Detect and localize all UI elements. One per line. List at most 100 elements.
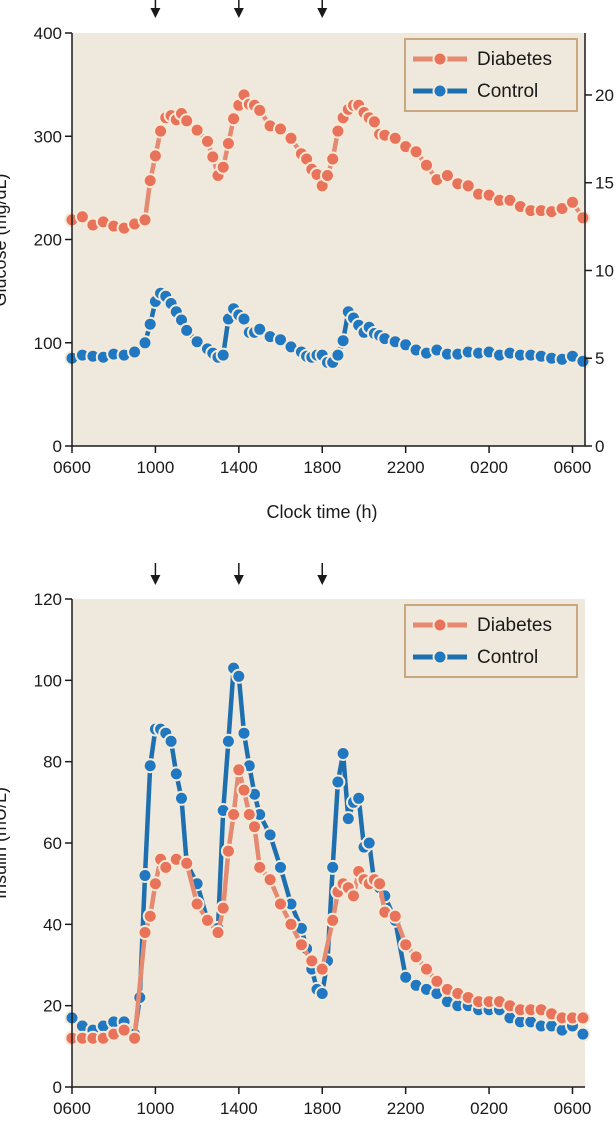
glucose-y-axis-title: Glucose (mg/dL): [0, 173, 10, 306]
glucose-diabetes-point: [205, 149, 221, 165]
glucose-series-control: [64, 285, 591, 370]
glucose-meal-arrow-head: [317, 8, 328, 18]
glucose-right-tick-label: 5: [595, 349, 604, 368]
insulin-diabetes-point: [116, 1022, 132, 1038]
insulin-x-tick-label: 0200: [470, 1099, 508, 1118]
glucose-x-tick-label: 1400: [220, 458, 258, 477]
insulin-control-point: [168, 766, 184, 782]
glucose-x-tick-label: 1000: [137, 458, 175, 477]
insulin-legend-diabetes-label: Diabetes: [477, 615, 552, 636]
glucose-x-tick-label: 0600: [554, 458, 592, 477]
insulin-diabetes-point: [398, 937, 414, 953]
insulin-y-tick-label: 0: [53, 1078, 62, 1097]
glucose-x-tick-label: 1800: [303, 458, 341, 477]
glucose-control-point: [236, 311, 252, 327]
glucose-legend-box: [404, 38, 578, 112]
glucose-y-tick-label: 300: [34, 127, 62, 146]
glucose-diabetes-point: [226, 111, 242, 127]
insulin-control-point: [575, 1026, 591, 1042]
insulin-y-tick-label: 80: [43, 753, 62, 772]
insulin-diabetes-point: [408, 949, 424, 965]
glucose-diabetes-point: [137, 212, 153, 228]
glucose-legend-control-label: Control: [477, 81, 538, 102]
glucose-diabetes-point: [330, 123, 346, 139]
glucose-x-tick-label: 2200: [387, 458, 425, 477]
glucose-diabetes-point: [575, 210, 591, 226]
glucose-control-point: [330, 347, 346, 363]
insulin-legend-control-label: Control: [477, 647, 538, 668]
glucose-diabetes-point: [565, 194, 580, 210]
glucose-diabetes-point: [283, 130, 299, 146]
glucose-diabetes-point: [179, 113, 195, 129]
insulin-meal-arrow-head: [233, 575, 244, 585]
glucose-diabetes-point: [387, 130, 403, 146]
insulin-diabetes-point: [147, 876, 163, 892]
insulin-diabetes-point: [231, 762, 247, 778]
insulin-diabetes-point: [314, 961, 330, 977]
insulin-series-diabetes: [64, 762, 591, 1046]
insulin-y-tick-label: 20: [43, 997, 62, 1016]
insulin-legend-diabetes-marker: [432, 617, 448, 633]
glucose-diabetes-point: [142, 173, 158, 189]
glucose-control-point: [252, 321, 268, 337]
insulin-control-point: [231, 668, 247, 684]
insulin-legend: Diabetes Control: [404, 604, 578, 678]
glucose-control-point: [335, 333, 351, 349]
insulin-x-tick-label: 2200: [387, 1099, 425, 1118]
insulin-meal-arrow-head: [317, 575, 328, 585]
glucose-right-tick-label: 10: [595, 261, 614, 280]
insulin-x-tick-label: 0600: [554, 1099, 592, 1118]
glucose-diabetes-point: [325, 151, 341, 167]
insulin-diabetes-point: [429, 973, 445, 989]
glucose-right-tick-label: 0: [595, 437, 604, 456]
insulin-diabetes-point: [142, 908, 158, 924]
insulin-control-point: [325, 859, 341, 875]
insulin-diabetes-point: [247, 819, 262, 835]
glucose-x-axis-title: Clock time (h): [266, 502, 377, 522]
insulin-diabetes-point: [127, 1030, 143, 1046]
insulin-legend-control-marker: [432, 649, 448, 665]
insulin-y-tick-label: 60: [43, 834, 62, 853]
glucose-diabetes-point: [419, 157, 434, 173]
glucose-diabetes-point: [439, 168, 455, 183]
glucose-diabetes-point: [320, 168, 335, 183]
glucose-control-point: [189, 334, 205, 350]
glucose-diabetes-point: [366, 114, 382, 130]
insulin-x-tick-label: 1000: [137, 1099, 175, 1118]
glucose-meal-arrow-head: [150, 8, 161, 18]
insulin-diabetes-point: [189, 896, 205, 912]
insulin-chart: Insulin (mU/L) Diabetes Control 0 20 40 60 8…: [0, 563, 591, 1118]
insulin-control-point: [220, 733, 236, 749]
glucose-y-tick-label: 0: [53, 437, 62, 456]
insulin-diabetes-point: [346, 888, 361, 904]
glucose-series-diabetes: [64, 87, 591, 236]
insulin-y-tick-label: 40: [43, 915, 62, 934]
glucose-y-tick-label: 100: [34, 334, 62, 353]
insulin-diabetes-point: [200, 912, 215, 928]
insulin-x-tick-label: 0600: [53, 1099, 91, 1118]
glucose-chart: Glucose (mg/dL) Clock time (h) Diabetes …: [0, 0, 614, 522]
glucose-y-tick-label: 400: [34, 24, 62, 43]
glucose-diabetes-point: [252, 102, 268, 118]
insulin-control-point: [361, 835, 377, 851]
insulin-diabetes-point: [137, 925, 153, 940]
glucose-legend-diabetes-label: Diabetes: [477, 49, 552, 70]
insulin-diabetes-point: [387, 908, 403, 924]
insulin-diabetes-point: [293, 937, 309, 953]
glucose-control-point: [179, 322, 195, 338]
insulin-control-point: [236, 725, 252, 741]
insulin-y-axis-title: Insulin (mU/L): [0, 787, 10, 899]
glucose-control-point: [127, 344, 143, 360]
glucose-control-point: [137, 335, 153, 351]
glucose-diabetes-point: [215, 159, 231, 175]
glucose-legend: Diabetes Control: [404, 38, 578, 112]
insulin-diabetes-point: [220, 843, 236, 859]
glucose-control-point: [142, 316, 158, 332]
insulin-control-point: [262, 827, 278, 843]
glucose-diabetes-point: [153, 123, 169, 139]
insulin-control-point: [163, 733, 179, 749]
glucose-diabetes-point: [273, 121, 288, 137]
glucose-diabetes-point: [200, 133, 215, 149]
glucose-meal-arrow-head: [233, 8, 244, 18]
